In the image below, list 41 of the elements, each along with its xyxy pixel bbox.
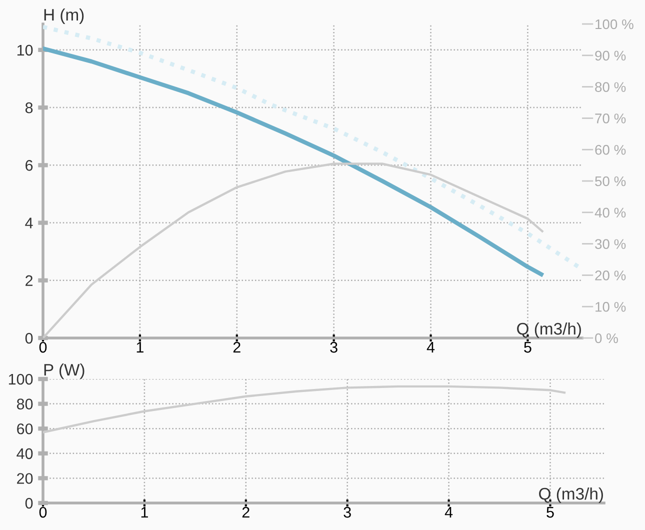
y2-tick-label: 50 % xyxy=(595,176,626,186)
x-tick-label: 1 xyxy=(141,507,148,518)
x-axis-title: Q (m3/h) xyxy=(517,322,581,338)
y2-tick-label: 60 % xyxy=(595,144,626,155)
x-tick-label: 0 xyxy=(39,506,47,518)
y2-tick-label: 0 % xyxy=(595,333,618,344)
y-tick-label: 40 xyxy=(16,448,33,460)
x-tick-label: 1 xyxy=(136,342,144,353)
x-tick-label: 3 xyxy=(344,506,351,518)
x-tick-label: 4 xyxy=(444,507,453,518)
line-series xyxy=(43,46,544,276)
y-tick-label: 8 xyxy=(25,102,33,114)
x-tick-label: 2 xyxy=(242,506,250,518)
y2-tick-label: 30 % xyxy=(595,239,626,249)
y-axis-title: P (W) xyxy=(44,363,84,379)
y-tick-label: 20 xyxy=(17,473,33,484)
y-tick-label: 10 xyxy=(17,44,33,56)
y-tick-label: 6 xyxy=(26,160,33,171)
y2-tick-label: 10 % xyxy=(596,302,626,312)
y-tick-label: 80 xyxy=(16,398,33,410)
y2-tick-label: 40 % xyxy=(594,208,626,218)
x-axis-title: Q (m3/h) xyxy=(539,487,603,503)
y-tick-label: 60 xyxy=(17,423,33,434)
y2-tick-label: 100 % xyxy=(596,19,634,30)
y-tick-label: 4 xyxy=(25,218,33,228)
x-tick-label: 0 xyxy=(39,342,47,353)
y-axis-title: H (m) xyxy=(44,8,84,24)
y-tick-label: 0 xyxy=(25,332,33,344)
x-tick-label: 3 xyxy=(330,342,338,353)
x-tick-label: 5 xyxy=(546,507,554,518)
y-tick-label: 0 xyxy=(25,498,33,509)
y2-tick-label: 20 % xyxy=(595,270,626,280)
x-tick-label: 4 xyxy=(426,342,435,353)
x-tick-label: 5 xyxy=(524,342,532,353)
y2-tick-label: 70 % xyxy=(595,114,626,124)
line-series xyxy=(43,385,566,434)
y-tick-label: 2 xyxy=(26,275,33,286)
y2-tick-label: 80 % xyxy=(595,82,626,92)
x-tick-label: 2 xyxy=(233,342,240,353)
y2-tick-label: 90 % xyxy=(595,50,626,61)
y-tick-label: 100 xyxy=(8,374,33,385)
